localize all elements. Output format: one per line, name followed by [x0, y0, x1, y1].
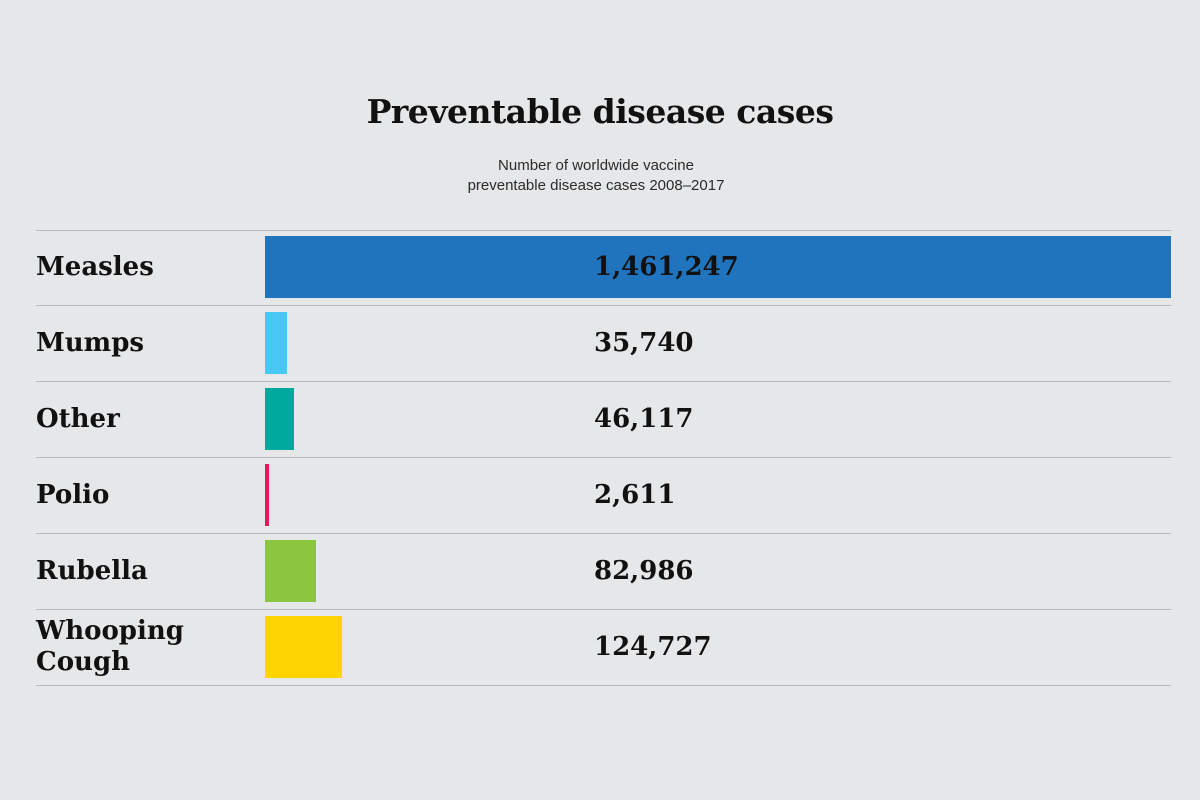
row-divider-mumps: [36, 381, 1171, 382]
value-label-rubella: 82,986: [594, 556, 694, 586]
category-label-line: Polio: [36, 479, 110, 510]
category-label-line: Measles: [36, 251, 154, 282]
chart-subtitle-line-1: Number of worldwide vaccine: [498, 157, 694, 174]
category-label-line: Other: [36, 403, 120, 434]
category-label-line: Whooping: [36, 616, 184, 646]
bar-whooping-cough: [265, 616, 342, 678]
row-divider-whooping-cough: [36, 685, 1171, 686]
chart-subtitle-line-2: preventable disease cases 2008–2017: [467, 177, 725, 194]
category-label-polio: Polio: [36, 480, 256, 511]
category-label-other: Other: [36, 404, 256, 435]
row-divider-measles: [36, 305, 1171, 306]
value-label-mumps: 35,740: [594, 328, 694, 358]
category-label-rubella: Rubella: [36, 556, 256, 587]
value-label-measles: 1,461,247: [594, 252, 739, 282]
bar-mumps: [265, 312, 287, 374]
category-label-measles: Measles: [36, 252, 256, 283]
row-divider-rubella: [36, 609, 1171, 610]
category-label-line: Rubella: [36, 555, 148, 586]
bar-other: [265, 388, 294, 450]
value-label-whooping-cough: 124,727: [594, 632, 712, 662]
row-divider-polio: [36, 533, 1171, 534]
bar-polio: [265, 464, 269, 526]
row-divider-top: [36, 230, 1171, 231]
category-label-mumps: Mumps: [36, 328, 256, 359]
bar-rubella: [265, 540, 316, 602]
category-label-whooping-cough: Whooping Cough: [36, 616, 256, 678]
row-divider-other: [36, 457, 1171, 458]
bar-measles: [265, 236, 1171, 298]
category-label-line: Cough: [36, 647, 131, 677]
category-label-line: Mumps: [36, 327, 145, 358]
value-label-other: 46,117: [594, 404, 694, 434]
chart-title: Preventable disease cases: [366, 92, 834, 131]
value-label-polio: 2,611: [594, 480, 676, 510]
